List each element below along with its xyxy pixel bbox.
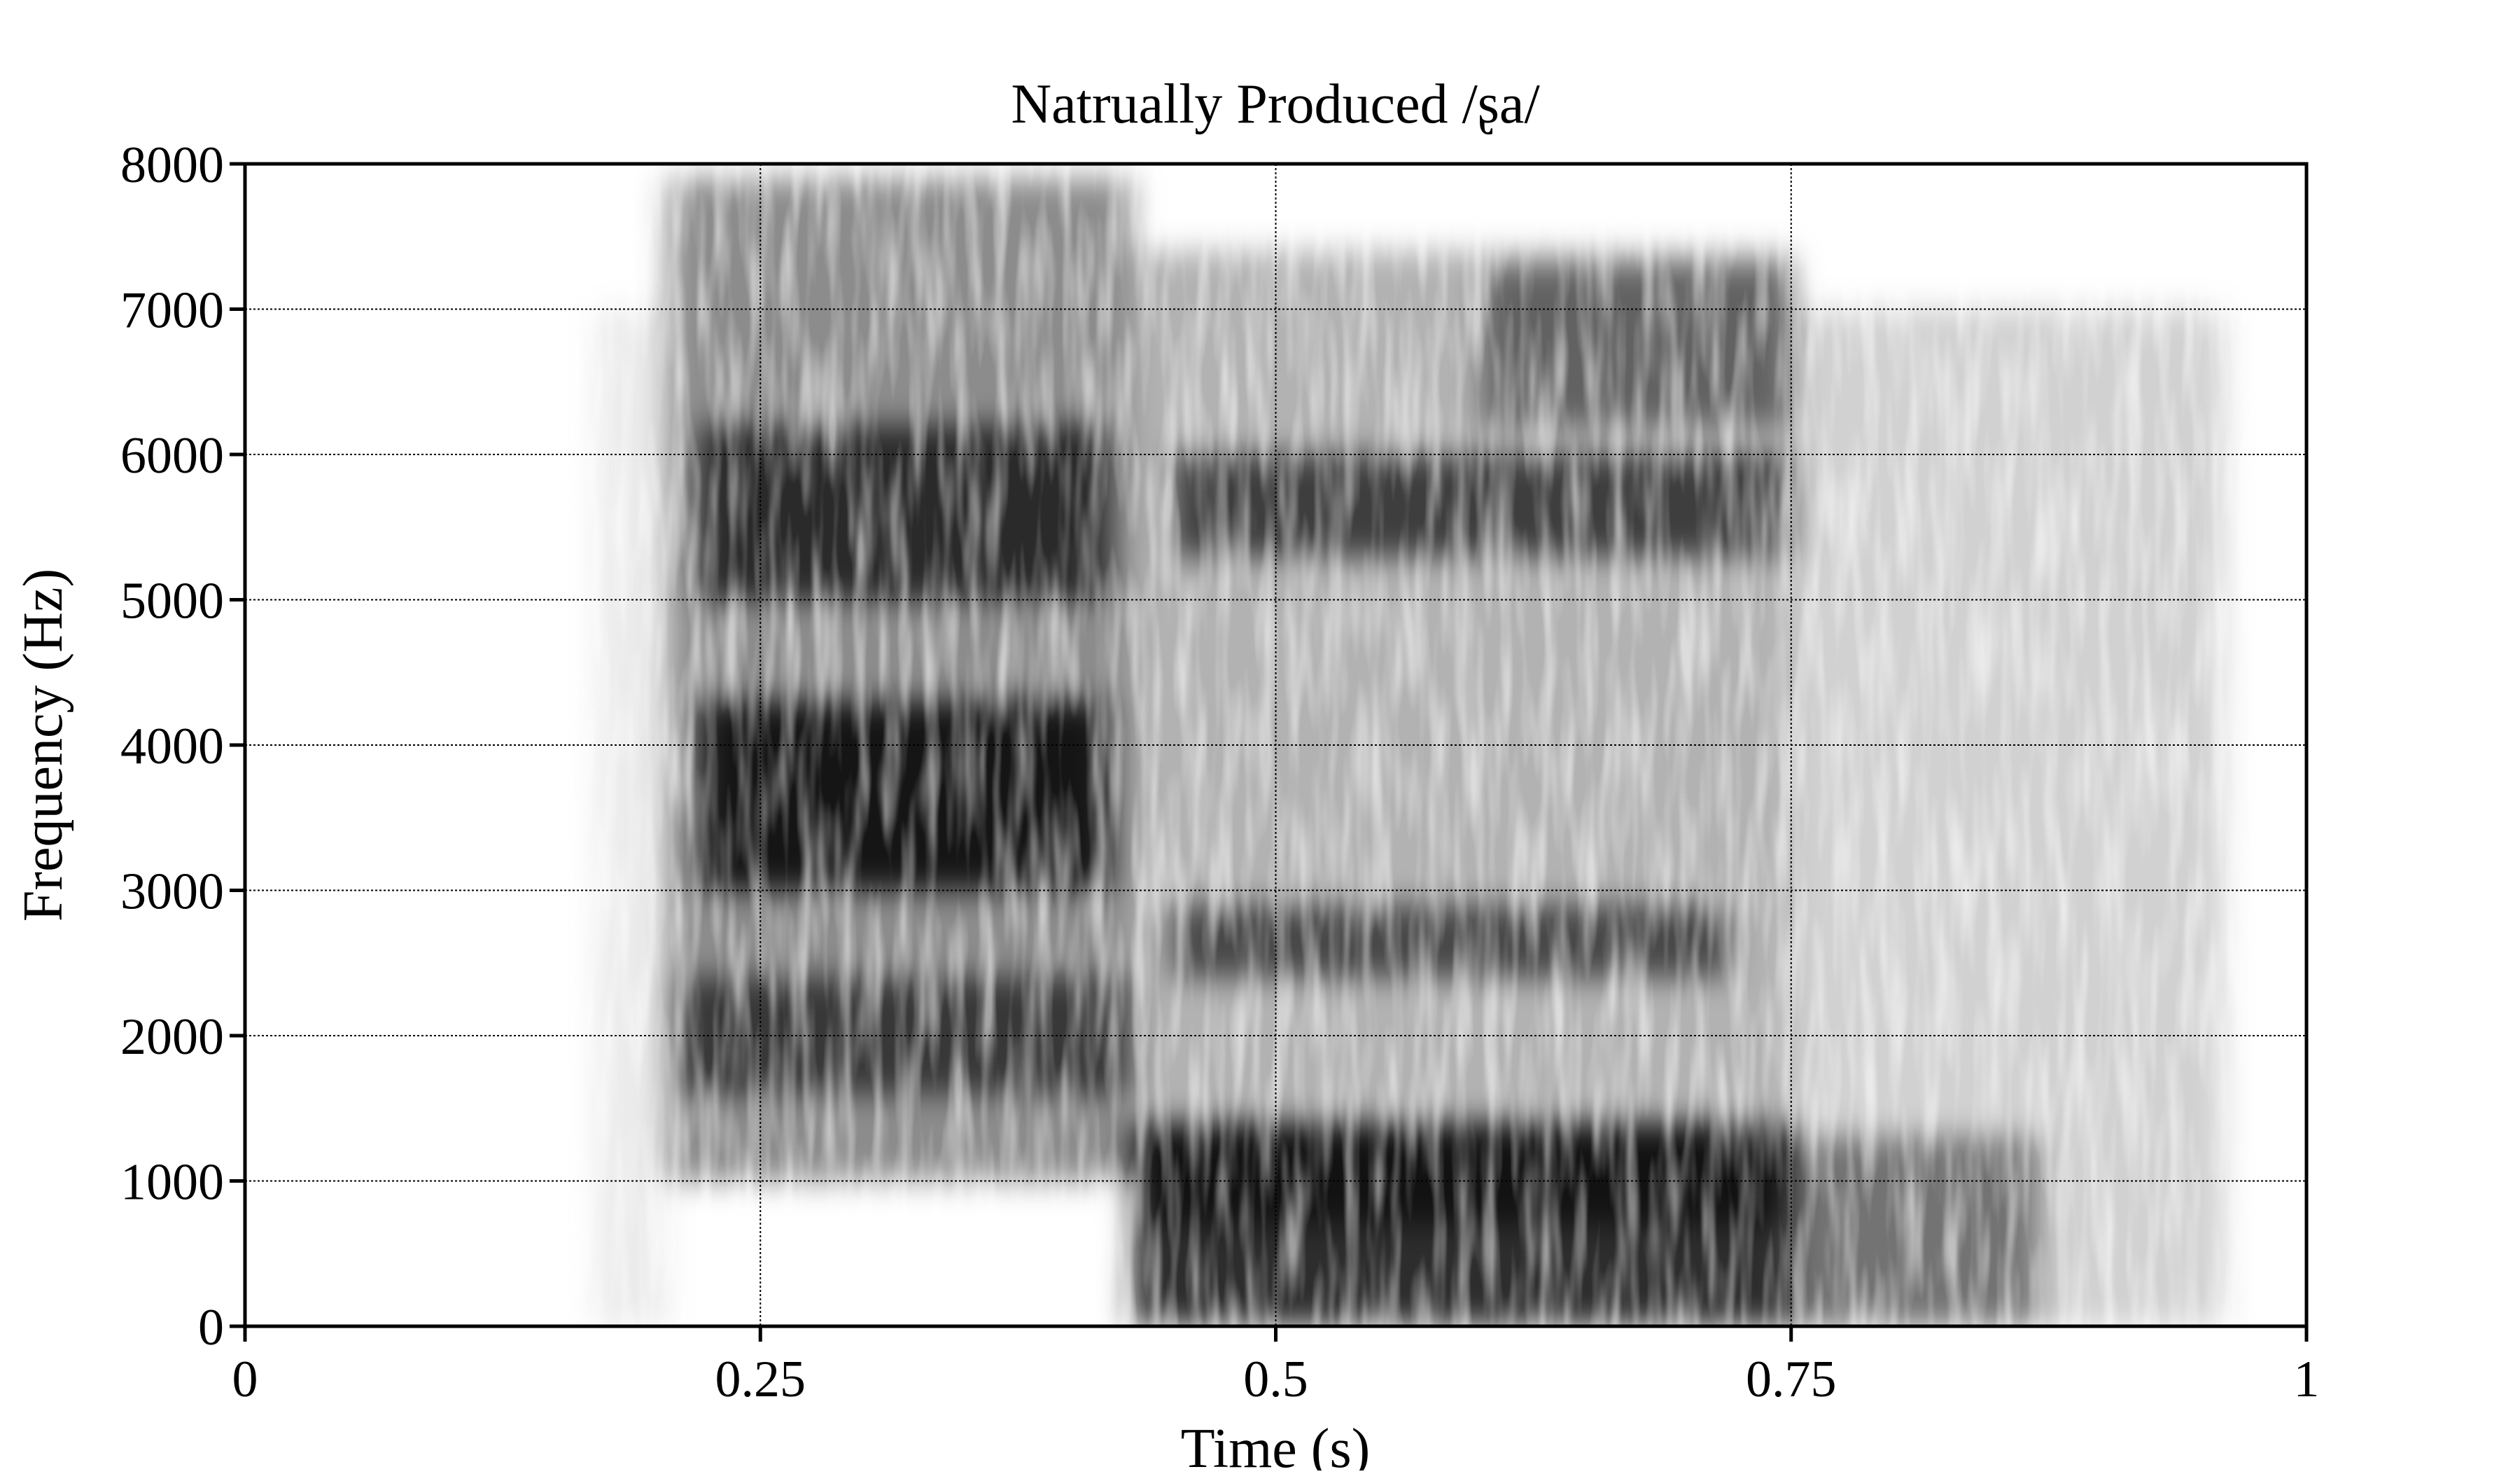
y-axis-label: Frequency (Hz) [13, 569, 74, 922]
x-axis-label: Time (s) [1181, 1418, 1370, 1470]
x-tick-label: 0.5 [1243, 1351, 1308, 1408]
grid-layer [245, 164, 2306, 1326]
y-tick-label: 0 [198, 1299, 224, 1356]
y-tick-label: 6000 [120, 427, 224, 485]
y-tick-label: 4000 [120, 718, 224, 775]
y-tick-label: 3000 [120, 863, 224, 921]
x-axis: 0 0.25 0.5 0.75 1 [232, 1326, 2320, 1408]
y-tick-label: 2000 [120, 1008, 224, 1066]
y-tick-label: 5000 [120, 573, 224, 630]
y-tick-label: 1000 [120, 1154, 224, 1211]
y-axis: 0 1000 2000 3000 4000 5000 6000 7000 8000 [120, 137, 245, 1356]
y-tick-label: 7000 [120, 282, 224, 340]
x-tick-label: 1 [2294, 1351, 2320, 1408]
chart-title: Natrually Produced /ʂa/ [1011, 74, 1540, 135]
x-tick-label: 0.25 [715, 1351, 806, 1408]
x-tick-label: 0.75 [1746, 1351, 1837, 1408]
x-tick-label: 0 [232, 1351, 258, 1408]
y-tick-label: 8000 [120, 137, 224, 194]
